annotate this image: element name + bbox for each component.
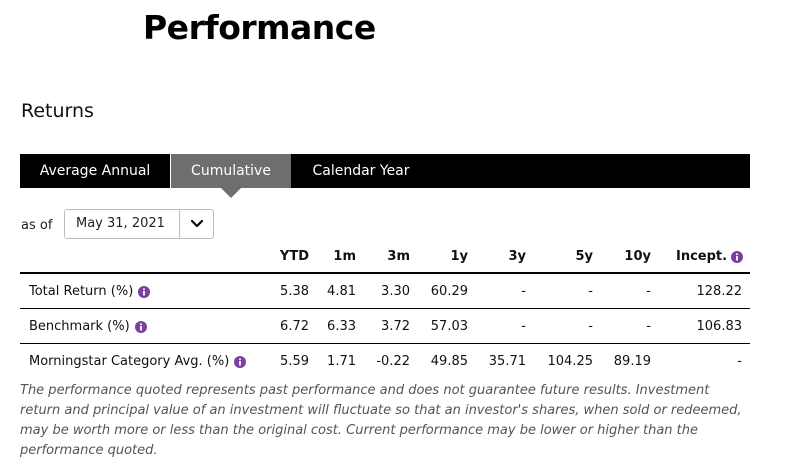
chevron-down-icon[interactable] xyxy=(179,210,213,238)
info-icon[interactable] xyxy=(134,320,147,333)
cell-5y: 104.25 xyxy=(547,354,594,369)
cell-3y: - xyxy=(521,319,526,334)
row-label-text: Total Return (%) xyxy=(29,284,134,299)
as-of-date-select[interactable]: May 31, 2021 xyxy=(64,209,214,239)
info-icon[interactable] xyxy=(138,285,151,298)
row-label-text: Morningstar Category Avg. (%) xyxy=(29,354,230,369)
cell-ytd: 5.38 xyxy=(280,284,309,299)
cell-10y: - xyxy=(646,319,651,334)
returns-table: YTD 1m 3m 1y 3y 5y 10y Incept. Total Ret… xyxy=(20,240,750,379)
cell-10y: - xyxy=(646,284,651,299)
cell-10y: 89.19 xyxy=(613,354,651,369)
col-header-10y: 10y xyxy=(624,249,651,264)
col-header-inception: Incept. xyxy=(676,249,744,264)
cell-3m: 3.30 xyxy=(381,284,410,299)
cell-3m: -0.22 xyxy=(376,354,410,369)
table-row: Total Return (%) 5.38 4.81 3.30 60.29 - … xyxy=(20,274,750,309)
col-header-1y: 1y xyxy=(450,249,468,264)
info-icon[interactable] xyxy=(234,355,247,368)
col-header-1m: 1m xyxy=(333,249,356,264)
cell-3y: - xyxy=(521,284,526,299)
cell-inception: - xyxy=(737,354,742,369)
cell-5y: - xyxy=(588,284,593,299)
cell-5y: - xyxy=(588,319,593,334)
col-header-ytd: YTD xyxy=(279,249,309,264)
col-header-inception-label: Incept. xyxy=(676,249,728,264)
tab-cumulative[interactable]: Cumulative xyxy=(170,154,291,198)
table-row: Morningstar Category Avg. (%) 5.59 1.71 … xyxy=(20,344,750,379)
returns-tabs: Average Annual Cumulative Calendar Year xyxy=(20,154,750,198)
as-of-label: as of xyxy=(21,218,53,233)
tab-calendar-year[interactable]: Calendar Year xyxy=(312,163,410,179)
row-label-total-return: Total Return (%) xyxy=(29,284,151,299)
row-label-category-avg: Morningstar Category Avg. (%) xyxy=(29,354,247,369)
cell-inception: 106.83 xyxy=(696,319,743,334)
cell-3y: 35.71 xyxy=(488,354,526,369)
performance-disclaimer: The performance quoted represents past p… xyxy=(20,383,742,458)
cell-1y: 49.85 xyxy=(430,354,468,369)
info-icon[interactable] xyxy=(731,250,744,263)
col-header-3m: 3m xyxy=(387,249,410,264)
cell-1y: 57.03 xyxy=(430,319,468,334)
section-title: Returns xyxy=(21,100,94,122)
cell-ytd: 5.59 xyxy=(280,354,309,369)
table-header-row: YTD 1m 3m 1y 3y 5y 10y Incept. xyxy=(20,240,750,274)
col-header-3y: 3y xyxy=(508,249,526,264)
cell-1m: 6.33 xyxy=(327,319,356,334)
table-row: Benchmark (%) 6.72 6.33 3.72 57.03 - - -… xyxy=(20,309,750,344)
col-header-5y: 5y xyxy=(575,249,593,264)
as-of-date-value: May 31, 2021 xyxy=(76,216,165,231)
cell-ytd: 6.72 xyxy=(280,319,309,334)
cell-1m: 1.71 xyxy=(327,354,356,369)
page-title: Performance xyxy=(143,8,376,47)
cell-1y: 60.29 xyxy=(430,284,468,299)
cell-1m: 4.81 xyxy=(327,284,356,299)
row-label-benchmark: Benchmark (%) xyxy=(29,319,147,334)
tab-average-annual[interactable]: Average Annual xyxy=(39,163,151,179)
cell-inception: 128.22 xyxy=(696,284,743,299)
cell-3m: 3.72 xyxy=(381,319,410,334)
row-label-text: Benchmark (%) xyxy=(29,319,130,334)
